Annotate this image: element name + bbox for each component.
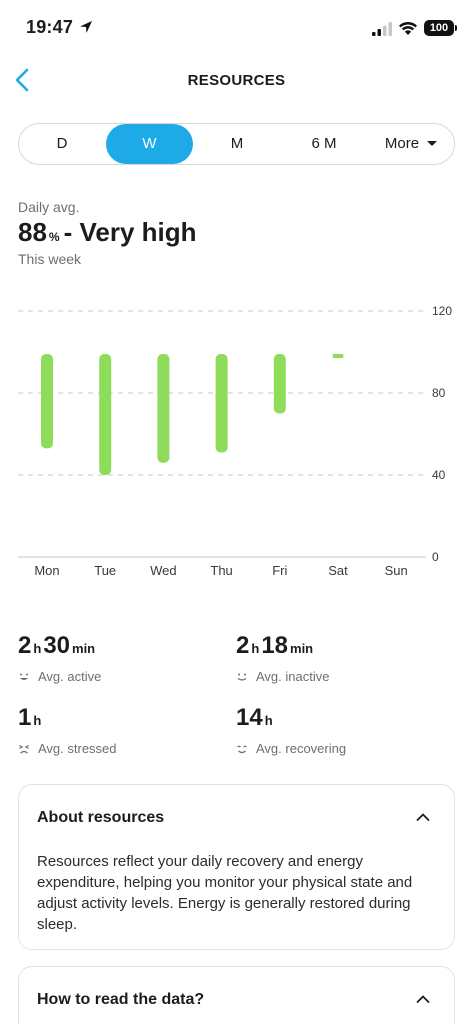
- chart-bar-fri[interactable]: [273, 354, 286, 414]
- location-arrow-icon: [80, 21, 92, 33]
- stat-stressed-label: Avg. stressed: [38, 741, 117, 756]
- neutral-face-icon: [237, 673, 247, 681]
- chevron-up-icon[interactable]: [416, 994, 430, 1004]
- x-tick-label-sun: Sun: [385, 563, 408, 578]
- stat-recovering-value: 14 h: [236, 704, 346, 735]
- about-resources-body: Resources reflect your daily recovery an…: [37, 853, 413, 933]
- chart-bar-thu[interactable]: [215, 354, 228, 453]
- x-tick-label-fri: Fri: [272, 563, 287, 578]
- stat-inactive-minutes: 18: [261, 632, 289, 659]
- how-to-read-card: How to read the data?: [18, 966, 455, 1024]
- period-label: This week: [18, 251, 82, 267]
- cellular-signal-icon: [372, 22, 392, 36]
- chevron-up-icon[interactable]: [416, 812, 430, 822]
- resources-chart: 120 80 40 0 Mon Tue Wed Thu Fri Sat Sun: [18, 304, 452, 578]
- wifi-icon: [399, 21, 417, 35]
- stat-recovering-label-row: Avg. recovering: [236, 741, 346, 756]
- stat-stressed-label-row: Avg. stressed: [18, 741, 117, 756]
- about-resources-card: About resources Resources reflect your d…: [18, 784, 455, 950]
- stat-active-value: 2 h30 min: [18, 632, 101, 663]
- hour-unit: h: [33, 713, 42, 728]
- y-tick-label: 0: [432, 550, 439, 564]
- about-resources-title: About resources: [37, 809, 165, 826]
- hour-unit: h: [33, 641, 42, 656]
- y-tick-label: 120: [432, 304, 452, 318]
- stressed-face-icon: [19, 744, 29, 754]
- x-tick-label-sat: Sat: [328, 563, 348, 578]
- period-selector: D W M 6 M More: [18, 123, 455, 165]
- y-tick-label: 80: [432, 386, 446, 400]
- tab-week[interactable]: W: [106, 124, 193, 164]
- x-tick-label-mon: Mon: [34, 563, 59, 578]
- stat-inactive-hours: 2: [236, 632, 250, 659]
- hour-unit: h: [251, 641, 260, 656]
- page-title: RESOURCES: [187, 72, 286, 89]
- stat-recovering-hours: 14: [236, 704, 263, 731]
- stat-stressed-hours: 1: [18, 704, 32, 731]
- x-tick-label-thu: Thu: [210, 563, 232, 578]
- minute-unit: min: [72, 641, 96, 656]
- stat-active-label-row: Avg. active: [18, 669, 101, 684]
- stat-inactive: 2 h18 min Avg. inactive: [236, 632, 329, 684]
- hour-unit: h: [264, 713, 273, 728]
- stat-recovering: 14 h Avg. recovering: [236, 704, 346, 756]
- tab-six-months[interactable]: 6 M: [311, 135, 337, 152]
- tab-more[interactable]: More: [368, 124, 454, 164]
- stat-inactive-label: Avg. inactive: [256, 669, 330, 684]
- daily-avg-level: - Very high: [63, 217, 197, 247]
- back-chevron-icon[interactable]: [10, 66, 38, 94]
- tab-day[interactable]: D: [56, 135, 68, 152]
- status-time: 19:47: [26, 17, 74, 37]
- how-to-read-title: How to read the data?: [37, 991, 205, 1008]
- stat-inactive-label-row: Avg. inactive: [236, 669, 329, 684]
- stat-active: 2 h30 min Avg. active: [18, 632, 101, 684]
- chart-bar-wed[interactable]: [157, 354, 170, 463]
- chart-bar-sat[interactable]: [332, 354, 344, 359]
- daily-avg-value: 88% - Very high: [18, 217, 197, 248]
- daily-avg-number: 88: [18, 217, 47, 247]
- y-tick-label: 40: [432, 468, 446, 482]
- calm-face-icon: [237, 745, 247, 754]
- stat-active-label: Avg. active: [38, 669, 102, 684]
- stat-inactive-value: 2 h18 min: [236, 632, 329, 663]
- status-bar: 19:47 100: [0, 0, 473, 56]
- smile-icon: [20, 673, 28, 680]
- battery-indicator: 100: [424, 20, 457, 36]
- minute-unit: min: [290, 641, 314, 656]
- stat-active-minutes: 30: [43, 632, 71, 659]
- tab-more-label: More: [384, 135, 420, 152]
- x-tick-label-tue: Tue: [94, 563, 116, 578]
- dropdown-arrow-icon: [427, 140, 438, 146]
- chart-bar-mon[interactable]: [41, 354, 53, 449]
- chart-bar-tue[interactable]: [99, 354, 112, 475]
- daily-avg-unit: %: [48, 230, 60, 244]
- stat-recovering-label: Avg. recovering: [256, 741, 347, 756]
- daily-avg-label: Daily avg.: [18, 199, 80, 215]
- tab-month[interactable]: M: [230, 135, 244, 152]
- stat-active-hours: 2: [18, 632, 32, 659]
- x-tick-label-wed: Wed: [150, 563, 177, 578]
